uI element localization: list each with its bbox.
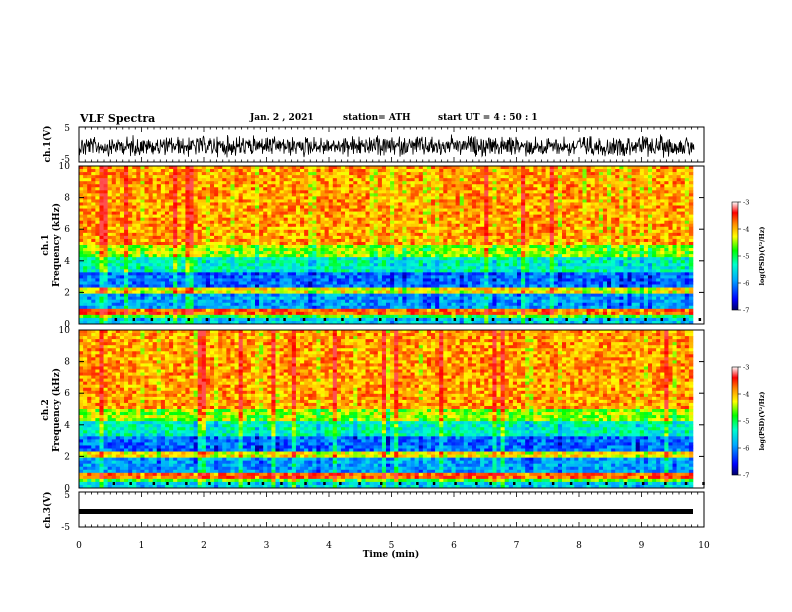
colorbar-tick-label: -3 <box>743 364 749 372</box>
ch3-ticks <box>78 492 705 527</box>
freq-tick-label: 10 <box>59 162 71 172</box>
colorbar-tick-label: -7 <box>743 307 749 315</box>
ch1-label: ch.1 <box>41 234 51 255</box>
date-label: Jan. 2 , 2021 <box>250 113 314 123</box>
ch1-colorbar-label: log(PSD)(V²/Hz) <box>758 227 766 286</box>
ch3-waveform-panel: 5 -5 ch.3(V) 0 1 2 3 4 5 6 7 8 9 10 Time (min) <box>42 491 710 560</box>
time-tick-label: 9 <box>639 541 645 551</box>
colorbar-tick-label: -4 <box>743 391 749 399</box>
time-tick-label: 10 <box>698 541 710 551</box>
ch2-spectrogram-image <box>79 330 705 489</box>
time-axis-label: Time (min) <box>363 549 420 560</box>
ch2-colorbar: -3 -4 -5 -6 -7 log(PSD)(V²/Hz) <box>731 364 766 480</box>
ch1-spectrogram-panel: 0 2 4 6 8 10 ch.1 Frequency (kHz) -3 -4 -5 -6 -7 … <box>41 162 766 330</box>
time-tick-label: 1 <box>139 541 145 551</box>
ch3-waveform-band <box>79 509 693 514</box>
start-time-label: start UT = 4 : 50 : 1 <box>438 113 538 123</box>
chart-title: VLF Spectra <box>80 112 156 125</box>
ch3-volt-axis-label: ch.3(V) <box>42 492 53 529</box>
ch1-freq-axis-label: Frequency (kHz) <box>51 203 62 287</box>
ch3-ytick-bottom: -5 <box>61 523 70 533</box>
freq-tick-label: 2 <box>64 452 70 462</box>
ch2-label: ch.2 <box>41 399 51 420</box>
ch1-spectrogram-image <box>79 166 702 325</box>
ch3-ytick-top: 5 <box>64 491 70 501</box>
ch2-spectrogram-panel: 0 2 4 6 8 10 ch.2 Frequency (kHz) -3 -4 -5 -6 -7 … <box>41 326 766 494</box>
freq-tick-label: 4 <box>64 257 70 267</box>
time-tick-label: 7 <box>514 541 520 551</box>
freq-tick-label: 2 <box>64 288 70 298</box>
colorbar-tick-label: -5 <box>743 418 749 426</box>
ch2-freq-ticks: 0 2 4 6 8 10 <box>59 326 704 494</box>
ch2-colorbar-label: log(PSD)(V²/Hz) <box>758 392 766 451</box>
station-label: station= ATH <box>343 113 411 123</box>
ch1-colorbar: -3 -4 -5 -6 -7 log(PSD)(V²/Hz) <box>731 199 766 315</box>
colorbar-tick-label: -6 <box>743 445 749 453</box>
ch1-ticks <box>78 127 705 162</box>
colorbar-tick-label: -3 <box>743 199 749 207</box>
colorbar-tick-label: -6 <box>743 280 749 288</box>
time-tick-label: 4 <box>326 541 332 551</box>
ch1-ytick-bottom: -5 <box>61 155 70 165</box>
freq-tick-label: 4 <box>64 421 70 431</box>
time-tick-label: 3 <box>264 541 270 551</box>
time-tick-label: 2 <box>201 541 207 551</box>
ch2-freq-axis-label: Frequency (kHz) <box>51 368 62 452</box>
ch1-waveform-panel: 5 -5 ch.1(V) <box>42 124 705 165</box>
time-tick-label: 8 <box>576 541 582 551</box>
freq-tick-label: 6 <box>64 389 70 399</box>
freq-tick-label: 10 <box>59 326 71 336</box>
ch1-freq-ticks: 0 2 4 6 8 10 <box>59 162 704 330</box>
freq-tick-label: 6 <box>64 225 70 235</box>
freq-tick-label: 0 <box>64 320 70 330</box>
time-tick-label: 5 <box>389 541 395 551</box>
ch1-waveform-line <box>78 134 695 158</box>
time-tick-label: 6 <box>451 541 457 551</box>
freq-tick-label: 0 <box>64 484 70 494</box>
time-ticks: 0 1 2 3 4 5 6 7 8 9 10 <box>76 541 710 551</box>
time-tick-label: 0 <box>76 541 82 551</box>
ch1-ytick-top: 5 <box>64 124 70 134</box>
colorbar-tick-label: -5 <box>743 253 749 261</box>
freq-tick-label: 8 <box>64 194 70 204</box>
colorbar-tick-label: -7 <box>743 472 749 480</box>
freq-tick-label: 8 <box>64 358 70 368</box>
colorbar-tick-label: -4 <box>743 226 749 234</box>
ch1-volt-axis-label: ch.1(V) <box>42 126 53 163</box>
